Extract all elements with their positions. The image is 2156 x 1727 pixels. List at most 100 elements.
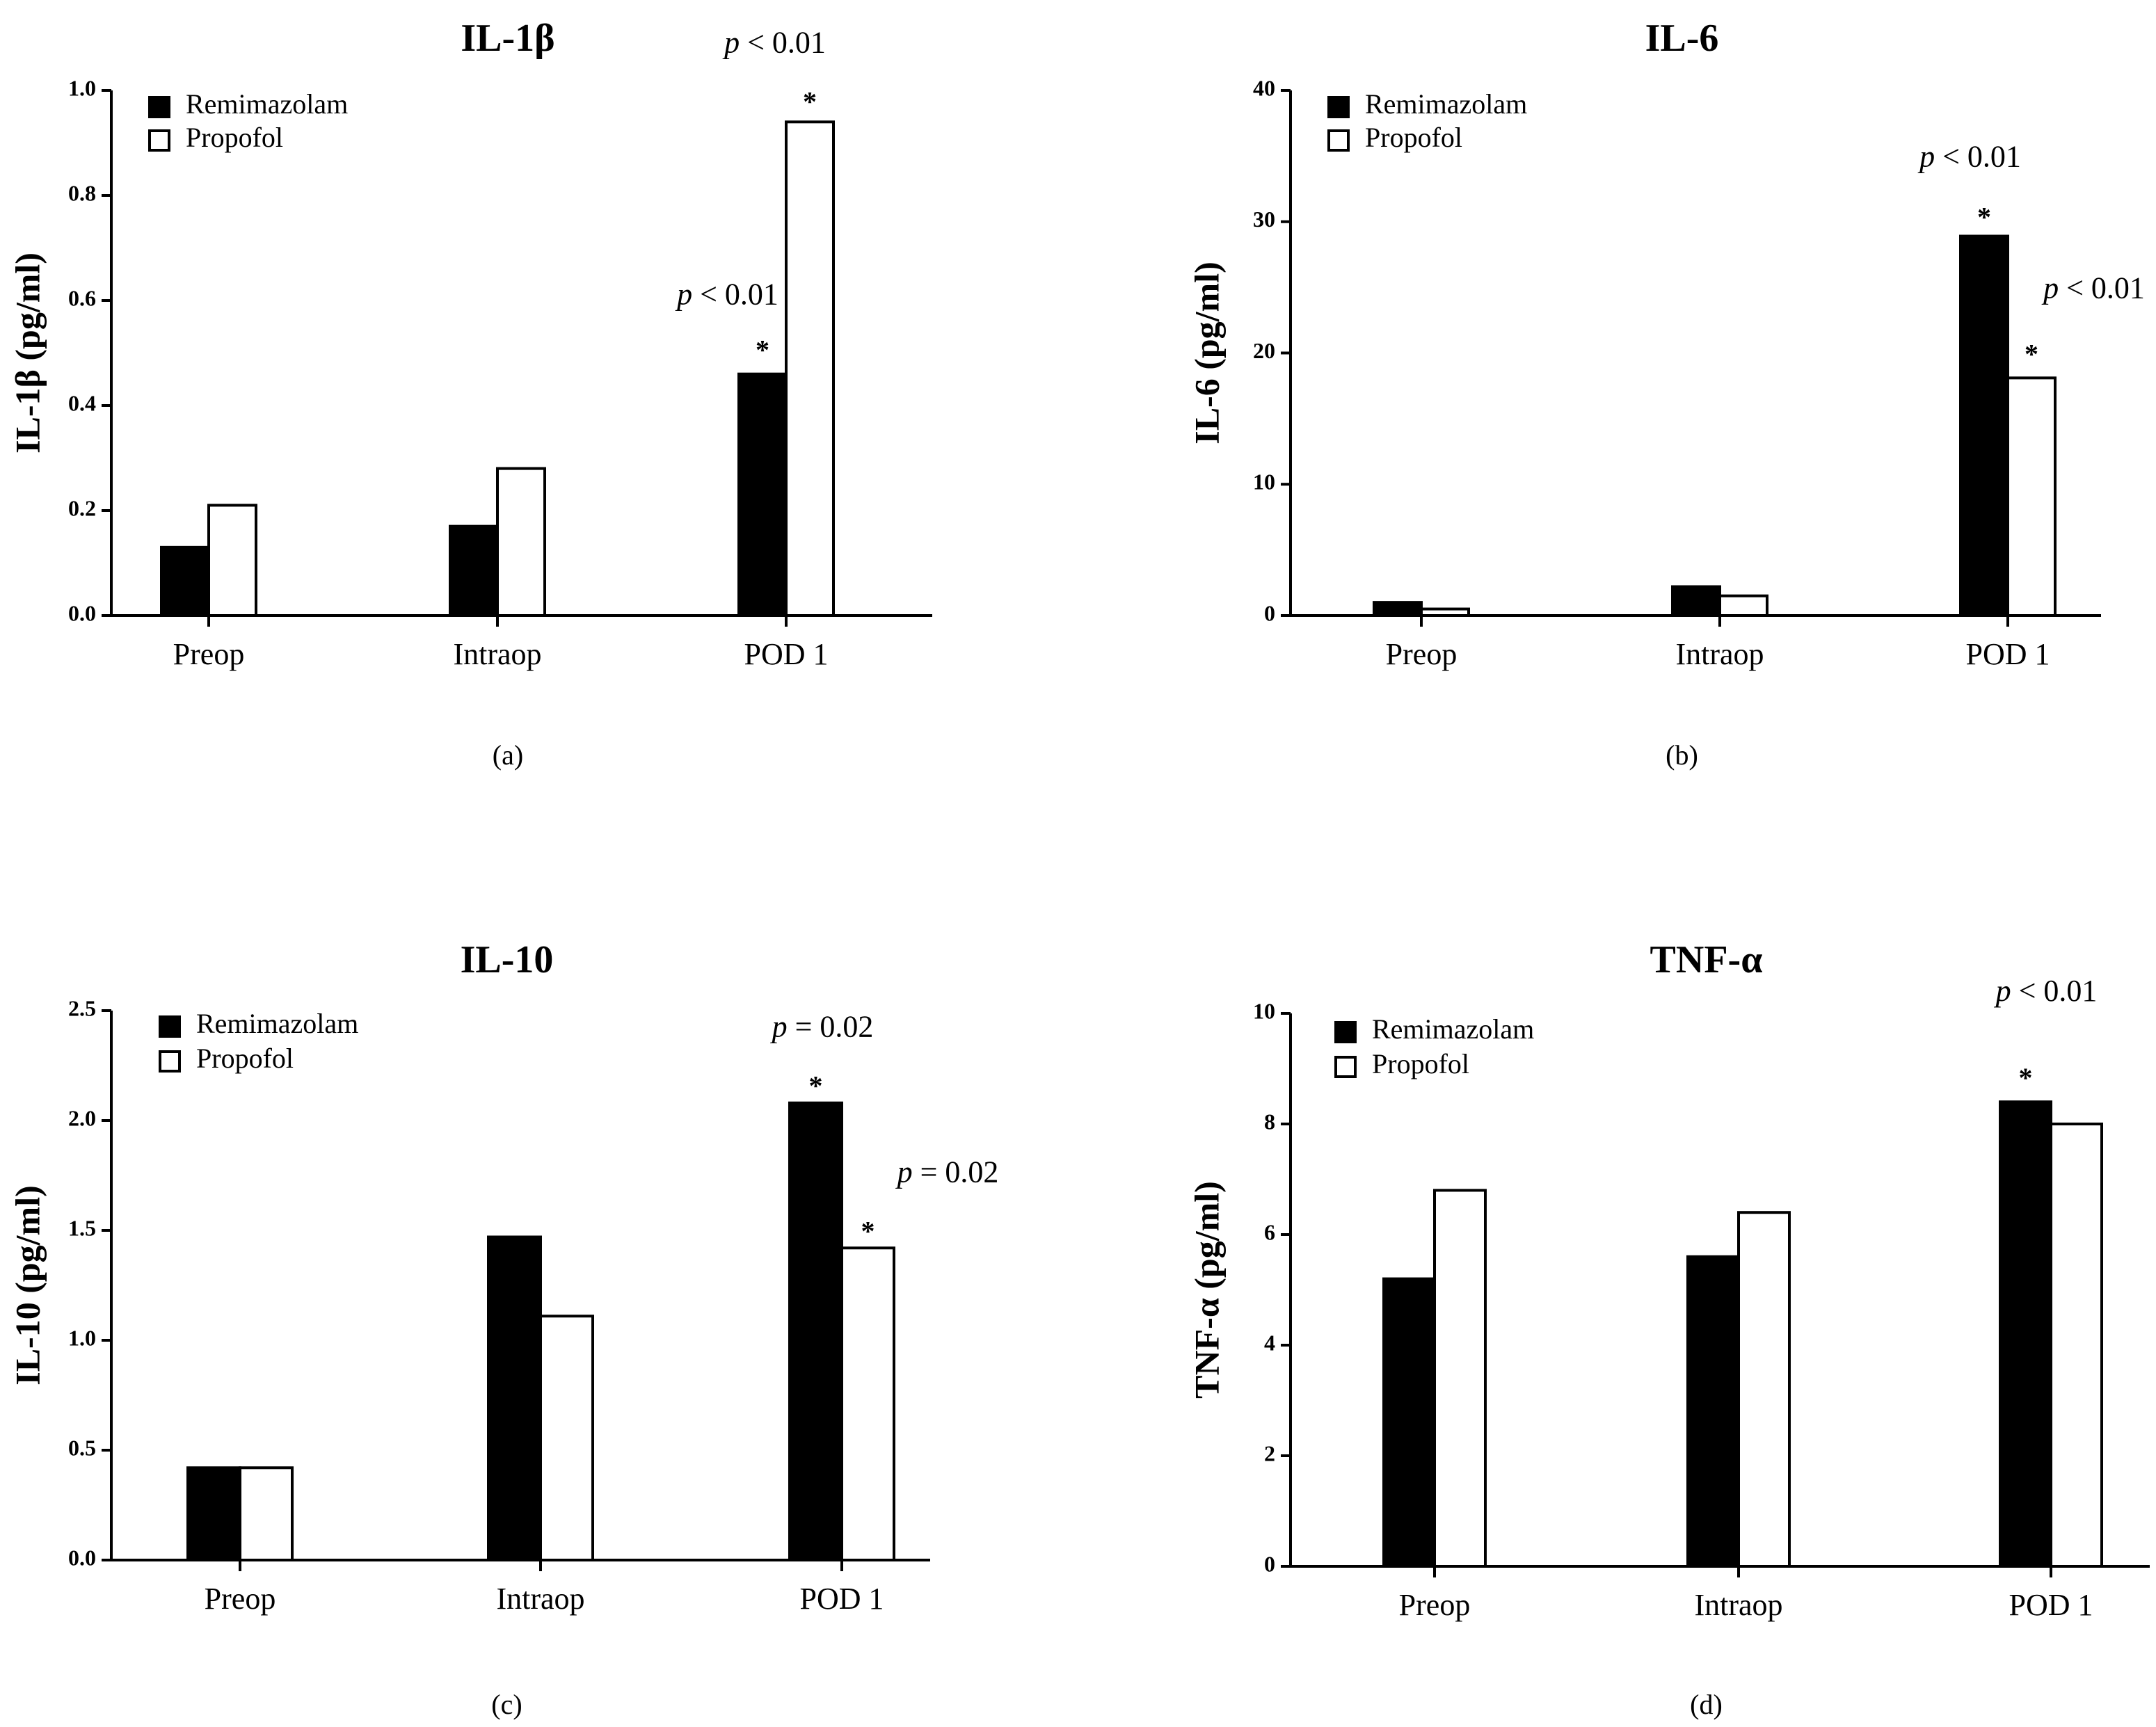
y-tick-label: 10 — [1253, 469, 1275, 495]
legend-label-propofol: Propofol — [186, 122, 283, 153]
bar-remimazolam-intraop — [487, 1235, 542, 1561]
x-tick-label: Preop — [205, 1582, 276, 1616]
x-tick-label: Intraop — [496, 1582, 584, 1616]
y-tick-label: 2.5 — [68, 995, 96, 1020]
subfigure-label: (d) — [1690, 1689, 1723, 1720]
subfigure-label: (a) — [493, 739, 523, 771]
y-tick-label: 0.4 — [68, 390, 96, 415]
legend-swatch-propofol — [148, 129, 170, 152]
y-tick-label: 0 — [1264, 1551, 1275, 1576]
bar-remimazolam-pod1 — [737, 372, 788, 617]
legend-swatch-propofol — [159, 1050, 181, 1073]
legend-swatch-propofol — [1334, 1056, 1357, 1078]
y-tick-label: 30 — [1253, 207, 1275, 232]
significance-star: * — [2019, 1062, 2033, 1093]
legend-label-remimazolam: Remimazolam — [1372, 1013, 1534, 1045]
x-tick-label: Preop — [1399, 1588, 1471, 1622]
legend-swatch-remimazolam — [1334, 1021, 1357, 1043]
chart-panel-a: IL-1β IL-1β (pg/ml) 0.0 0.2 0.4 0.6 0.8 1.0 Preo… — [8, 17, 932, 771]
y-tick-label: 0.5 — [68, 1435, 96, 1460]
p-value-annotation: p < 0.01 — [2041, 271, 2145, 305]
bar-propofol-preop — [1433, 1189, 1487, 1568]
chart-title: TNF-α — [1650, 938, 1763, 981]
legend-label-propofol: Propofol — [1372, 1048, 1469, 1079]
p-symbol: p — [895, 1155, 913, 1189]
chart-title: IL-1β — [461, 17, 554, 60]
x-tick-label: POD 1 — [2009, 1588, 2093, 1622]
x-tick-label: POD 1 — [799, 1582, 884, 1616]
y-tick-label: 10 — [1253, 998, 1275, 1023]
bar-remimazolam-pod1 — [1999, 1100, 2052, 1568]
x-tick-label: Intraop — [453, 637, 541, 671]
bar-propofol-preop — [207, 504, 257, 618]
bar-propofol-pod1 — [840, 1246, 895, 1562]
y-axis-label: TNF-α (pg/ml) — [1187, 1181, 1226, 1399]
bar-remimazolam-preop — [186, 1466, 241, 1562]
x-tick-label: Intraop — [1694, 1588, 1782, 1622]
bar-remimazolam-pod1 — [788, 1101, 843, 1561]
legend-label-remimazolam: Remimazolam — [196, 1008, 358, 1039]
p-symbol: p — [675, 278, 692, 312]
y-tick-label: 40 — [1253, 75, 1275, 100]
bar-propofol-pod1 — [2050, 1123, 2103, 1568]
p-value-text: < 0.01 — [692, 278, 778, 312]
p-symbol: p — [1994, 974, 2011, 1008]
x-tick-label: POD 1 — [744, 637, 828, 671]
bar-propofol-preop — [1420, 607, 1470, 617]
y-tick-label: 2 — [1264, 1440, 1275, 1465]
significance-star: * — [809, 1070, 823, 1102]
bar-propofol-intraop — [1718, 594, 1768, 617]
x-tick-label: POD 1 — [1965, 637, 2050, 671]
y-tick-label: 0.0 — [68, 1545, 96, 1570]
y-axis-label: IL-1β (pg/ml) — [8, 252, 47, 453]
y-tick-label: 6 — [1264, 1219, 1275, 1244]
legend-swatch-remimazolam — [159, 1015, 181, 1038]
bar-propofol-pod1 — [2006, 376, 2057, 617]
significance-star: * — [803, 86, 817, 117]
bar-remimazolam-intraop — [1686, 1255, 1740, 1568]
y-axis-label: IL-10 (pg/ml) — [8, 1185, 47, 1385]
p-value-text: = 0.02 — [913, 1155, 999, 1189]
x-tick-label: Intraop — [1675, 637, 1764, 671]
y-axis-label: IL-6 (pg/ml) — [1187, 262, 1226, 444]
legend-swatch-remimazolam — [1327, 96, 1350, 118]
p-symbol: p — [2041, 271, 2059, 305]
bar-remimazolam-intraop — [449, 524, 499, 618]
p-value-text: < 0.01 — [740, 25, 826, 59]
bar-remimazolam-preop — [1382, 1277, 1436, 1568]
subfigure-label: (c) — [491, 1689, 522, 1720]
chart-panel-d: TNF-α TNF-α (pg/ml) 0 2 4 6 8 10 Preop Intraop POD… — [1187, 938, 2150, 1720]
bar-remimazolam-pod1 — [1959, 234, 2009, 617]
x-tick-label: Preop — [173, 637, 245, 671]
legend-swatch-remimazolam — [148, 96, 170, 118]
chart-title: IL-10 — [461, 938, 554, 981]
p-value-annotation: p < 0.01 — [722, 25, 826, 59]
subfigure-label: (b) — [1666, 739, 1698, 771]
legend-label-propofol: Propofol — [1365, 122, 1462, 153]
y-tick-label: 8 — [1264, 1109, 1275, 1134]
y-tick-label: 1.0 — [68, 1325, 96, 1350]
x-tick-label: Preop — [1386, 637, 1458, 671]
bar-propofol-preop — [239, 1466, 294, 1562]
p-value-annotation: p < 0.01 — [1994, 974, 2098, 1008]
bar-remimazolam-preop — [1373, 601, 1423, 617]
chart-panel-b: IL-6 IL-6 (pg/ml) 0 10 20 30 40 Preop Intraop POD… — [1187, 17, 2144, 771]
p-value-text: < 0.01 — [2059, 271, 2145, 305]
significance-star: * — [861, 1215, 875, 1246]
y-tick-label: 0 — [1264, 600, 1275, 625]
y-tick-label: 1.0 — [68, 75, 96, 100]
bar-propofol-intraop — [1737, 1211, 1791, 1568]
p-value-annotation: p < 0.01 — [675, 278, 778, 312]
y-tick-label: 4 — [1264, 1330, 1275, 1355]
p-symbol: p — [722, 25, 740, 59]
legend-swatch-propofol — [1327, 129, 1350, 152]
significance-star: * — [2025, 338, 2038, 369]
legend-label-propofol: Propofol — [196, 1043, 294, 1074]
p-value-text: < 0.01 — [1935, 140, 2021, 174]
bar-remimazolam-preop — [160, 545, 210, 617]
y-tick-label: 0.2 — [68, 495, 96, 520]
bar-propofol-intraop — [496, 467, 546, 617]
y-tick-label: 1.5 — [68, 1215, 96, 1240]
p-value-text: = 0.02 — [788, 1010, 874, 1044]
